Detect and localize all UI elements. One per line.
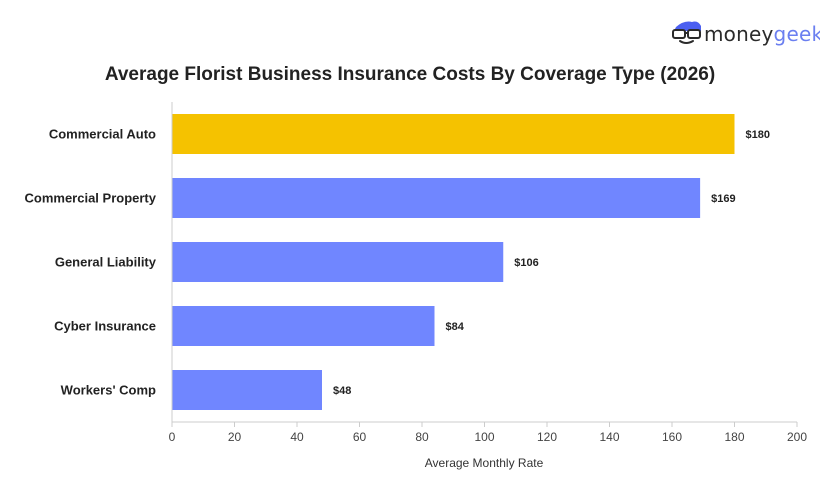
x-tick-label: 60	[353, 430, 367, 444]
data-label: $84	[446, 321, 465, 333]
data-label: $180	[746, 129, 770, 141]
x-tick-label: 0	[169, 430, 176, 444]
axes-layer	[171, 102, 798, 427]
x-tick-label: 140	[599, 430, 619, 444]
logo-text-geek: geek	[774, 22, 820, 46]
bar-cyber-insurance	[172, 306, 435, 346]
nerd-face-icon	[672, 21, 701, 44]
moneygeek-logo: moneygeek	[672, 21, 820, 46]
bar-general-liability	[172, 242, 504, 282]
x-tick-label: 40	[290, 430, 304, 444]
category-label: General Liability	[55, 255, 157, 270]
data-label: $169	[711, 193, 735, 205]
chart-title: Average Florist Business Insurance Costs…	[105, 64, 715, 85]
x-tick-label: 100	[474, 430, 494, 444]
x-tick-label: 120	[537, 430, 557, 444]
x-tick-label: 200	[787, 430, 807, 444]
bar-commercial-auto	[172, 114, 735, 154]
bars-layer	[172, 114, 735, 410]
bar-commercial-property	[172, 178, 701, 218]
logo-text-money: money	[704, 22, 774, 46]
category-label: Commercial Property	[25, 191, 157, 206]
category-label: Cyber Insurance	[54, 319, 156, 334]
bar-workers-comp	[172, 370, 322, 410]
data-label: $106	[514, 257, 538, 269]
category-label: Workers' Comp	[61, 383, 156, 398]
x-axis-title: Average Monthly Rate	[425, 456, 544, 470]
x-tick-label: 80	[415, 430, 429, 444]
svg-text:moneygeek: moneygeek	[704, 22, 820, 46]
x-tick-label: 20	[228, 430, 242, 444]
x-tick-label: 160	[662, 430, 682, 444]
data-label: $48	[333, 385, 351, 397]
labels-layer: Commercial Auto $180 Commercial Property $1…	[25, 127, 808, 445]
x-tick-label: 180	[724, 430, 744, 444]
category-label: Commercial Auto	[49, 127, 156, 142]
